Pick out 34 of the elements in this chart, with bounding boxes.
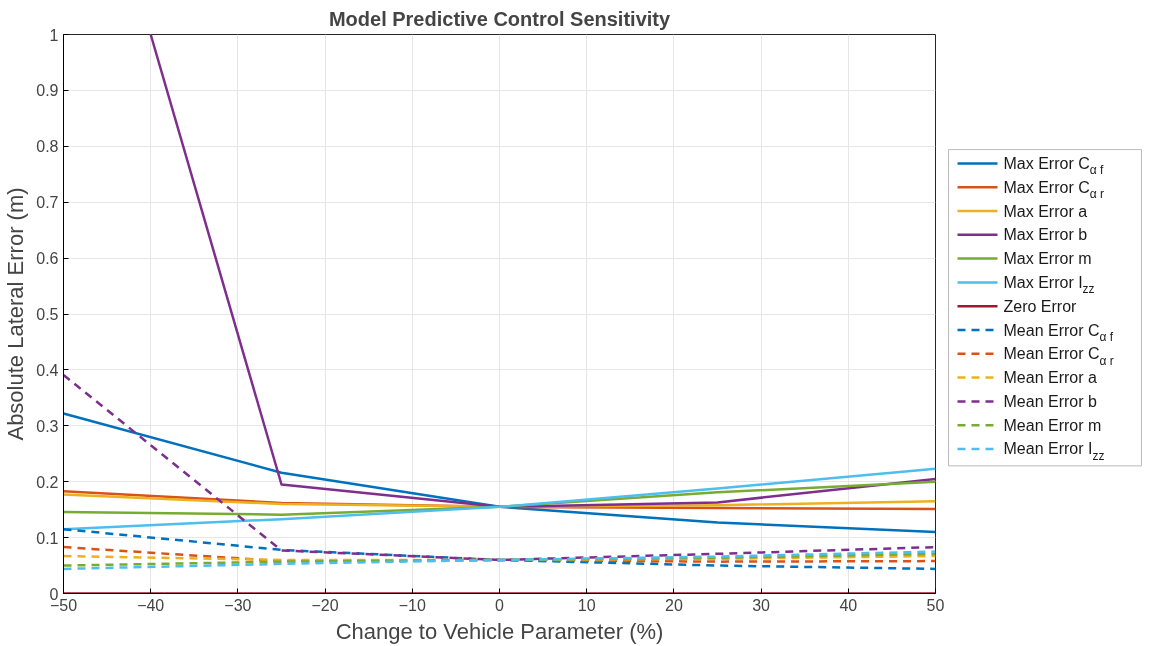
legend-label: Max Error a	[1003, 202, 1088, 220]
y-tick-label: 1	[49, 26, 59, 44]
x-tick-label: 50	[926, 596, 945, 614]
x-tick-label: 30	[752, 596, 771, 614]
y-tick-label: 0.5	[36, 306, 59, 323]
x-tick-label: 40	[839, 596, 858, 614]
x-tick-label: −20	[311, 596, 339, 614]
legend-label: Mean Error a	[1003, 369, 1097, 387]
x-tick-label: 10	[577, 596, 596, 614]
x-tick-label: −40	[137, 596, 165, 614]
legend-label: Mean Error m	[1003, 416, 1102, 434]
y-axis-title: Absolute Lateral Error (m)	[3, 187, 29, 441]
y-tick-label: 0.7	[36, 194, 59, 212]
legend-label: Mean Error b	[1003, 392, 1097, 410]
y-tick-label: 0.3	[36, 417, 59, 435]
line-series	[63, 527, 936, 571]
chart-title: Model Predictive Control Sensitivity	[328, 7, 671, 30]
legend-label: Max Error m	[1003, 250, 1092, 268]
x-axis-title: Change to Vehicle Parameter (%)	[335, 618, 664, 644]
x-tick-label: −10	[398, 596, 426, 614]
y-tick-label: 0.6	[36, 250, 59, 268]
x-tick-label: 20	[665, 596, 683, 614]
x-tick-label: 0	[495, 596, 505, 614]
y-tick-label: 0.8	[36, 138, 59, 156]
line-series	[63, 412, 936, 534]
legend-label: Zero Error	[1003, 297, 1078, 315]
legend-label: Max Error b	[1003, 226, 1088, 244]
y-tick-label: 0.9	[36, 82, 59, 100]
x-tick-label: −30	[224, 596, 252, 614]
line-series	[149, 34, 936, 509]
y-tick-label: 0.4	[36, 361, 59, 379]
line-series	[63, 373, 936, 562]
y-tick-label: 0.1	[36, 529, 59, 547]
y-tick-label: 0.2	[36, 473, 59, 491]
